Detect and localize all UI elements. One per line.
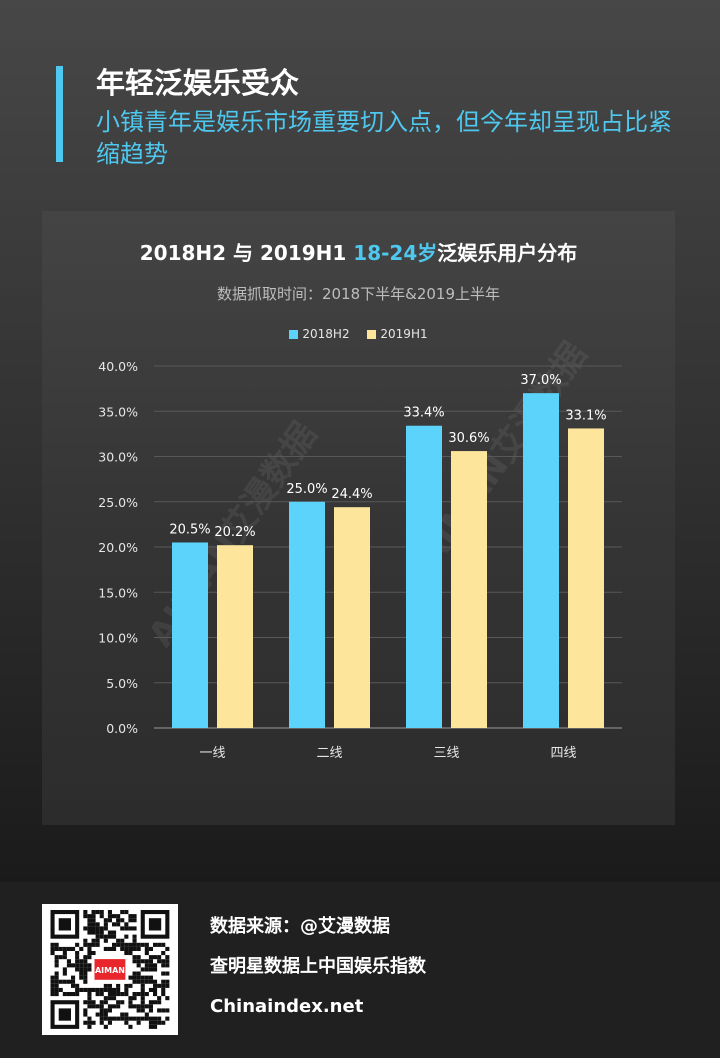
tagline-text: 查明星数据上中国娱乐指数 <box>210 956 426 977</box>
bar-2018h2-0 <box>172 542 208 728</box>
page-subtitle: 小镇青年是娱乐市场重要切入点，但今年却呈现占比紧缩趋势 <box>96 108 672 168</box>
legend-item-2019h1: 2019H1 <box>367 327 428 341</box>
x-tick-label: 一线 <box>199 746 225 761</box>
accent-bar <box>56 66 63 162</box>
qr-logo-text: AIMAN <box>95 966 125 975</box>
data-label: 24.4% <box>331 487 372 502</box>
x-tick-label: 四线 <box>550 746 576 761</box>
bar-2018h2-3 <box>523 393 559 728</box>
bar-2019h1-0 <box>217 545 253 728</box>
legend-label-2018h2: 2018H2 <box>302 327 350 341</box>
chart-title: 2018H2 与 2019H1 18-24岁泛娱乐用户分布 <box>42 237 675 266</box>
legend-swatch-2018h2 <box>289 330 299 339</box>
x-tick-label: 二线 <box>316 746 342 761</box>
bar-2019h1-2 <box>451 451 487 728</box>
y-tick-label: 15.0% <box>98 585 138 600</box>
legend-item-2018h2: 2018H2 <box>289 327 350 341</box>
data-label: 37.0% <box>520 373 561 388</box>
bar-2018h2-2 <box>406 425 442 728</box>
data-label: 20.2% <box>214 525 255 540</box>
y-tick-label: 20.0% <box>98 540 138 555</box>
chart-title-prefix: 2018H2 与 2019H1 <box>139 241 354 265</box>
bar-2019h1-3 <box>568 428 604 728</box>
y-tick-label: 35.0% <box>98 404 138 419</box>
data-label: 25.0% <box>286 482 327 497</box>
y-tick-label: 40.0% <box>98 359 138 374</box>
bar-2019h1-1 <box>334 507 370 728</box>
data-label: 20.5% <box>169 522 210 537</box>
x-tick-label: 三线 <box>433 746 459 761</box>
y-tick-label: 30.0% <box>98 450 138 465</box>
legend-label-2019h1: 2019H1 <box>380 327 428 341</box>
chart-title-suffix: 泛娱乐用户分布 <box>437 241 578 265</box>
footer-info: 数据来源：@艾漫数据 查明星数据上中国娱乐指数 Chinaindex.net <box>210 912 426 1032</box>
legend: 2018H2 2019H1 <box>42 327 675 341</box>
legend-swatch-2019h1 <box>367 330 377 339</box>
footer: AIMAN 数据来源：@艾漫数据 查明星数据上中国娱乐指数 Chinaindex… <box>0 882 720 1058</box>
data-label: 33.4% <box>403 406 444 421</box>
page-title: 年轻泛娱乐受众 <box>96 66 300 100</box>
qr-code-image: AIMAN <box>50 910 170 1029</box>
chart-title-highlight: 18-24岁 <box>353 241 438 265</box>
chart-subtitle: 数据抓取时间：2018下半年&2019上半年 <box>216 285 501 303</box>
y-tick-label: 0.0% <box>106 721 138 736</box>
chart-canvas: AIMAN艾漫数据 AIMAN艾漫数据 0.0%5.0%10.0%15.0%20.… <box>98 335 622 761</box>
source-text: 数据来源：@艾漫数据 <box>210 916 390 937</box>
chart-panel: AIMAN艾漫数据 AIMAN艾漫数据 0.0% 5.0% 10.0% 15.0% 20.… <box>42 211 675 825</box>
y-tick-label: 10.0% <box>98 631 138 646</box>
data-label: 30.6% <box>448 431 489 446</box>
data-label: 33.1% <box>565 408 606 423</box>
y-tick-label: 5.0% <box>106 676 138 691</box>
bar-2018h2-1 <box>289 501 325 728</box>
site-link[interactable]: Chinaindex.net <box>210 996 364 1017</box>
qr-code: AIMAN <box>42 904 178 1035</box>
y-tick-label: 25.0% <box>98 495 138 510</box>
